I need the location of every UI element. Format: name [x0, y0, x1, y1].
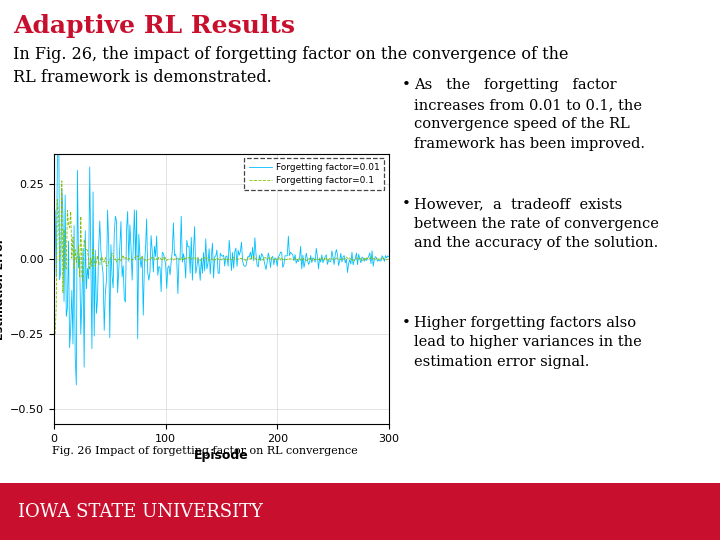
- Line: Forgetting factor=0.01: Forgetting factor=0.01: [55, 70, 389, 385]
- Forgetting factor=0.01: [334, 262, 343, 269]
- Forgetting factor=0.1: [256, 256, 265, 263]
- Forgetting factor=0.1: [384, 255, 393, 262]
- Forgetting factor=0.1: [52, 303, 60, 310]
- Bar: [0, 483, 720, 540]
- Text: Higher forgetting factors also
lead to higher variances in the
estimation error : Higher forgetting factors also lead to h…: [414, 316, 642, 369]
- Legend: Forgetting factor=0.01, Forgetting factor=0.1: Forgetting factor=0.01, Forgetting facto…: [244, 158, 384, 190]
- Forgetting factor=0.1: [333, 255, 342, 262]
- Text: However,  a  tradeoff  exists
between the rate of convergence
and the accuracy o: However, a tradeoff exists between the r…: [414, 197, 659, 250]
- Text: •: •: [402, 78, 410, 92]
- Text: Adaptive RL Results: Adaptive RL Results: [13, 14, 295, 37]
- Forgetting factor=0.01: [356, 255, 364, 262]
- Text: As   the   forgetting   factor
increases from 0.01 to 0.1, the
convergence speed: As the forgetting factor increases from …: [414, 78, 645, 151]
- Forgetting factor=0.01: [54, 66, 63, 73]
- Forgetting factor=0.1: [251, 255, 259, 261]
- Forgetting factor=0.01: [52, 274, 60, 280]
- Text: •: •: [402, 316, 410, 330]
- Text: IOWA STATE UNIVERSITY: IOWA STATE UNIVERSITY: [18, 503, 263, 521]
- Y-axis label: Estimation Error: Estimation Error: [0, 238, 4, 340]
- Forgetting factor=0.1: [249, 253, 258, 259]
- Forgetting factor=0.1: [51, 331, 60, 338]
- Forgetting factor=0.01: [252, 251, 261, 258]
- X-axis label: Episode: Episode: [194, 449, 249, 462]
- Forgetting factor=0.01: [257, 251, 266, 257]
- Text: Fig. 26 Impact of forgetting factor on RL convergence: Fig. 26 Impact of forgetting factor on R…: [53, 446, 358, 456]
- Text: In Fig. 26, the impact of forgetting factor on the convergence of the
RL framewo: In Fig. 26, the impact of forgetting fac…: [13, 46, 569, 86]
- Forgetting factor=0.1: [58, 178, 66, 184]
- Text: •: •: [402, 197, 410, 211]
- Line: Forgetting factor=0.1: Forgetting factor=0.1: [55, 181, 389, 334]
- Forgetting factor=0.01: [72, 382, 81, 388]
- Forgetting factor=0.1: [354, 255, 363, 262]
- Forgetting factor=0.01: [251, 234, 259, 241]
- Forgetting factor=0.01: [51, 207, 60, 214]
- Forgetting factor=0.01: [384, 253, 393, 260]
